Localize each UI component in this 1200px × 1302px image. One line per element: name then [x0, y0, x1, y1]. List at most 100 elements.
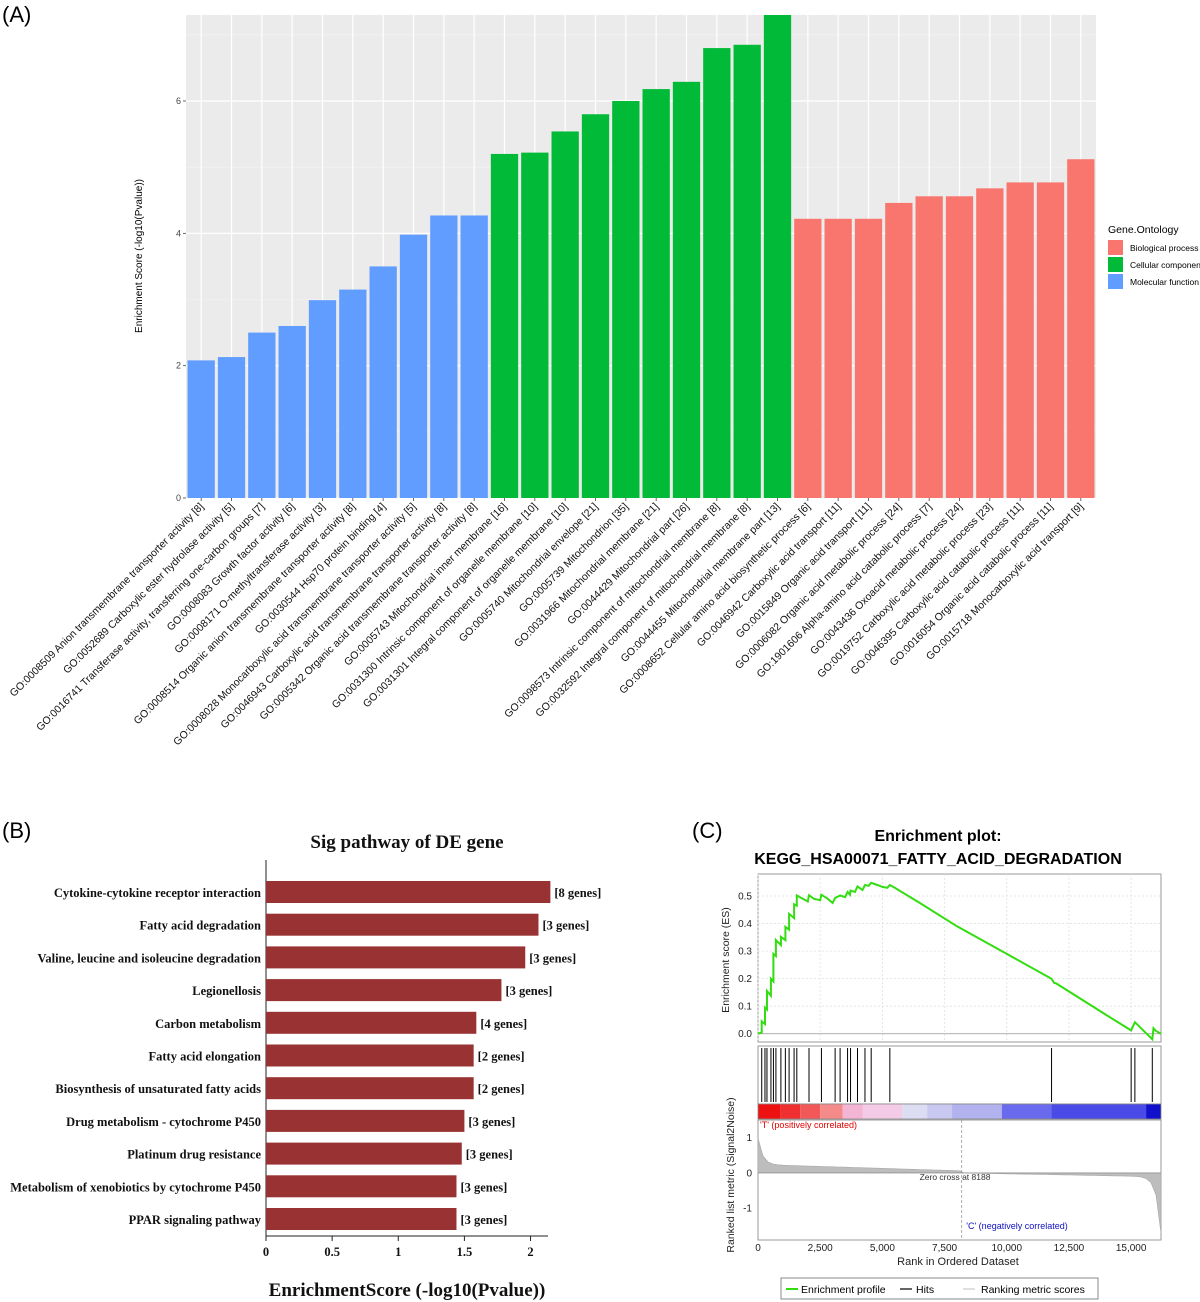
x-tick-label: 1	[395, 1245, 401, 1259]
pathway-label: Fatty acid degradation	[139, 919, 261, 933]
bar	[266, 1077, 474, 1100]
bar	[248, 332, 276, 498]
rank-x-tick-label: 12,500	[1054, 1243, 1085, 1254]
metric-y-tick-label: 0	[746, 1168, 752, 1179]
color-bar-segment	[1001, 1104, 1052, 1119]
y-tick-label: 6	[176, 96, 181, 106]
pathway-label: Carbon metabolism	[155, 1017, 261, 1031]
bar	[581, 114, 610, 498]
x-tick-label: 2	[527, 1245, 533, 1259]
bar	[945, 196, 974, 498]
panel-b-label: (B)	[2, 818, 31, 843]
bar	[490, 153, 519, 499]
bar	[266, 1109, 465, 1132]
bar	[551, 131, 579, 498]
pathway-label: Metabolism of xenobiotics by cytochrome …	[10, 1180, 261, 1194]
color-bar-segment	[800, 1104, 821, 1119]
rank-x-tick-label: 2,500	[808, 1243, 833, 1254]
legend-swatch	[1108, 274, 1123, 289]
zero-cross-label: Zero cross at 8188	[920, 1172, 991, 1182]
legend-label: Biological process	[1130, 243, 1199, 253]
bar	[794, 218, 822, 498]
es-y-ticks: 0.0 0.1 0.2 0.3 0.4 0.5	[738, 892, 752, 1041]
bar	[266, 979, 502, 1002]
y-axis-ticks: 0 2 4 6	[176, 96, 186, 503]
positive-correlation-label: 'T' (positively correlated)	[760, 1120, 857, 1130]
x-tick-label: 1.5	[457, 1245, 473, 1259]
gene-count-label: [8 genes]	[554, 886, 601, 900]
go-enrichment-chart: 0 2 4 6 GO:0008509 Anion transmembrane tran…	[8, 15, 1200, 748]
bars	[187, 15, 1095, 499]
metric-y-ticks: 1 0 -1	[743, 1133, 752, 1215]
rank-x-tick-label: 10,000	[991, 1243, 1022, 1254]
es-y-tick-label: 0.5	[738, 892, 752, 903]
color-bar-segment	[927, 1104, 953, 1119]
bar	[266, 1011, 477, 1034]
plot-background	[186, 15, 1096, 498]
bar	[885, 202, 913, 498]
gene-count-label: [3 genes]	[460, 1213, 507, 1227]
pathway-label: Legionellosis	[192, 984, 261, 998]
gsea-enrichment-plot: Enrichment plot: KEGG_HSA00071_FATTY_ACI…	[720, 828, 1162, 1300]
gene-count-label: [3 genes]	[466, 1148, 513, 1162]
es-y-tick-label: 0.1	[738, 1002, 752, 1013]
pathway-label: Cytokine-cytokine receptor interaction	[54, 886, 261, 900]
color-bar-segment	[862, 1104, 903, 1119]
bar	[266, 1142, 462, 1165]
hit-marks	[761, 1048, 1153, 1102]
hits-frame	[757, 1045, 1162, 1105]
pathway-label: Valine, leucine and isoleucine degradati…	[37, 951, 261, 965]
ranking-metric-area	[757, 1120, 1162, 1240]
bar	[915, 196, 943, 498]
bar	[266, 1175, 457, 1198]
legend-label: Hits	[916, 1284, 934, 1296]
legend-label: Molecular function	[1130, 277, 1199, 287]
pathway-label: Drug metabolism - cytochrome P450	[66, 1115, 261, 1129]
bar	[521, 152, 549, 498]
x-axis-title: EnrichmentScore (-log10(Pvalue))	[269, 1280, 546, 1301]
rank-x-tick-label: 5,000	[870, 1243, 895, 1254]
es-plot-frame	[757, 873, 1162, 1043]
legend-box	[780, 1277, 1099, 1300]
rank-x-ticks: 0 2,500 5,000 7,500 10,000 12,500 15,000	[755, 1243, 1147, 1254]
pathway-chart: Sig pathway of DE gene Cytokine-cytokine…	[10, 832, 601, 1301]
bar	[1006, 182, 1034, 499]
legend-swatch	[1108, 240, 1123, 255]
rank-x-tick-label: 15,000	[1116, 1243, 1147, 1254]
legend-label: Ranking metric scores	[981, 1284, 1085, 1296]
bar	[399, 234, 428, 498]
y-tick-label: 2	[176, 361, 181, 371]
bar	[266, 913, 539, 936]
pathway-label: PPAR signaling pathway	[129, 1213, 262, 1227]
gene-count-label: [3 genes]	[529, 951, 576, 965]
legend-title: Gene.Ontology	[1108, 224, 1179, 236]
x-axis-title: Rank in Ordered Dataset	[897, 1256, 1019, 1268]
bar	[824, 218, 852, 498]
bar	[266, 881, 551, 903]
pathway-label: Biosynthesis of unsaturated fatty acids	[55, 1082, 261, 1096]
color-bar-segment	[1051, 1104, 1147, 1119]
bar	[703, 48, 731, 499]
bar	[733, 44, 761, 498]
bar	[266, 946, 526, 969]
rank-x-tick-label: 0	[755, 1243, 761, 1254]
bar	[266, 1044, 474, 1067]
gene-count-label: [3 genes]	[505, 984, 552, 998]
bar	[1067, 159, 1095, 499]
bar	[278, 325, 306, 498]
bar	[217, 357, 246, 498]
color-bar-segment	[902, 1104, 928, 1119]
legend-swatch	[1108, 257, 1123, 272]
gene-count-label: [3 genes]	[468, 1115, 515, 1129]
bar	[672, 81, 701, 499]
rank-x-tick-label: 7,500	[932, 1243, 957, 1254]
category-label: GO:0008509 Anion transmembrane transport…	[8, 501, 207, 700]
panel-a-label: (A)	[2, 2, 31, 27]
bar	[266, 1208, 457, 1230]
gene-count-label: [2 genes]	[478, 1050, 525, 1064]
x-tick-label: 0	[263, 1245, 269, 1259]
bar	[976, 188, 1004, 498]
bar	[612, 101, 640, 498]
color-bar-segment	[780, 1104, 801, 1119]
